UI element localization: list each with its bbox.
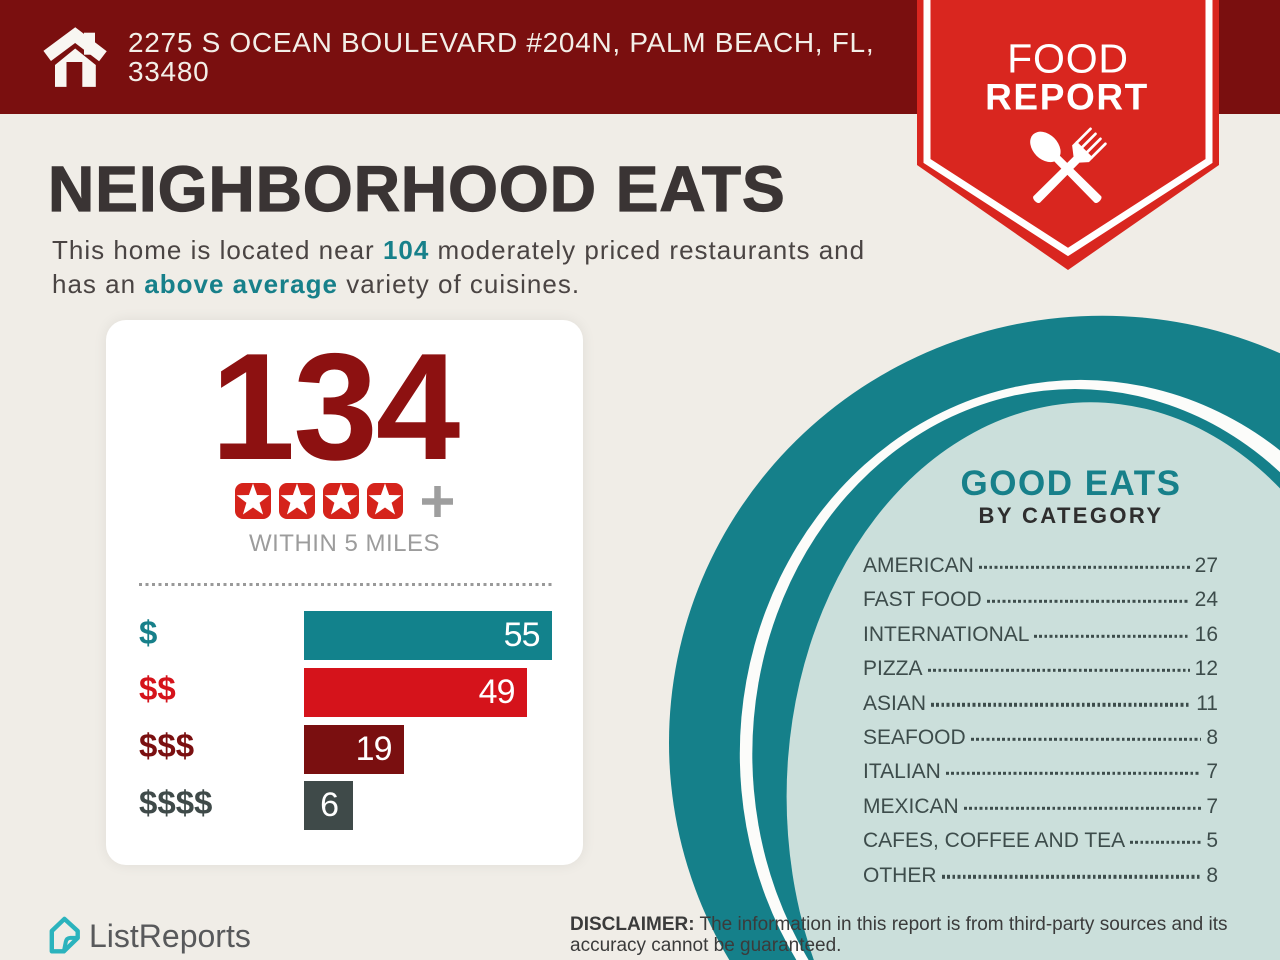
svg-text:REPORT: REPORT [985, 77, 1149, 118]
svg-text:FOOD: FOOD [1007, 36, 1129, 82]
